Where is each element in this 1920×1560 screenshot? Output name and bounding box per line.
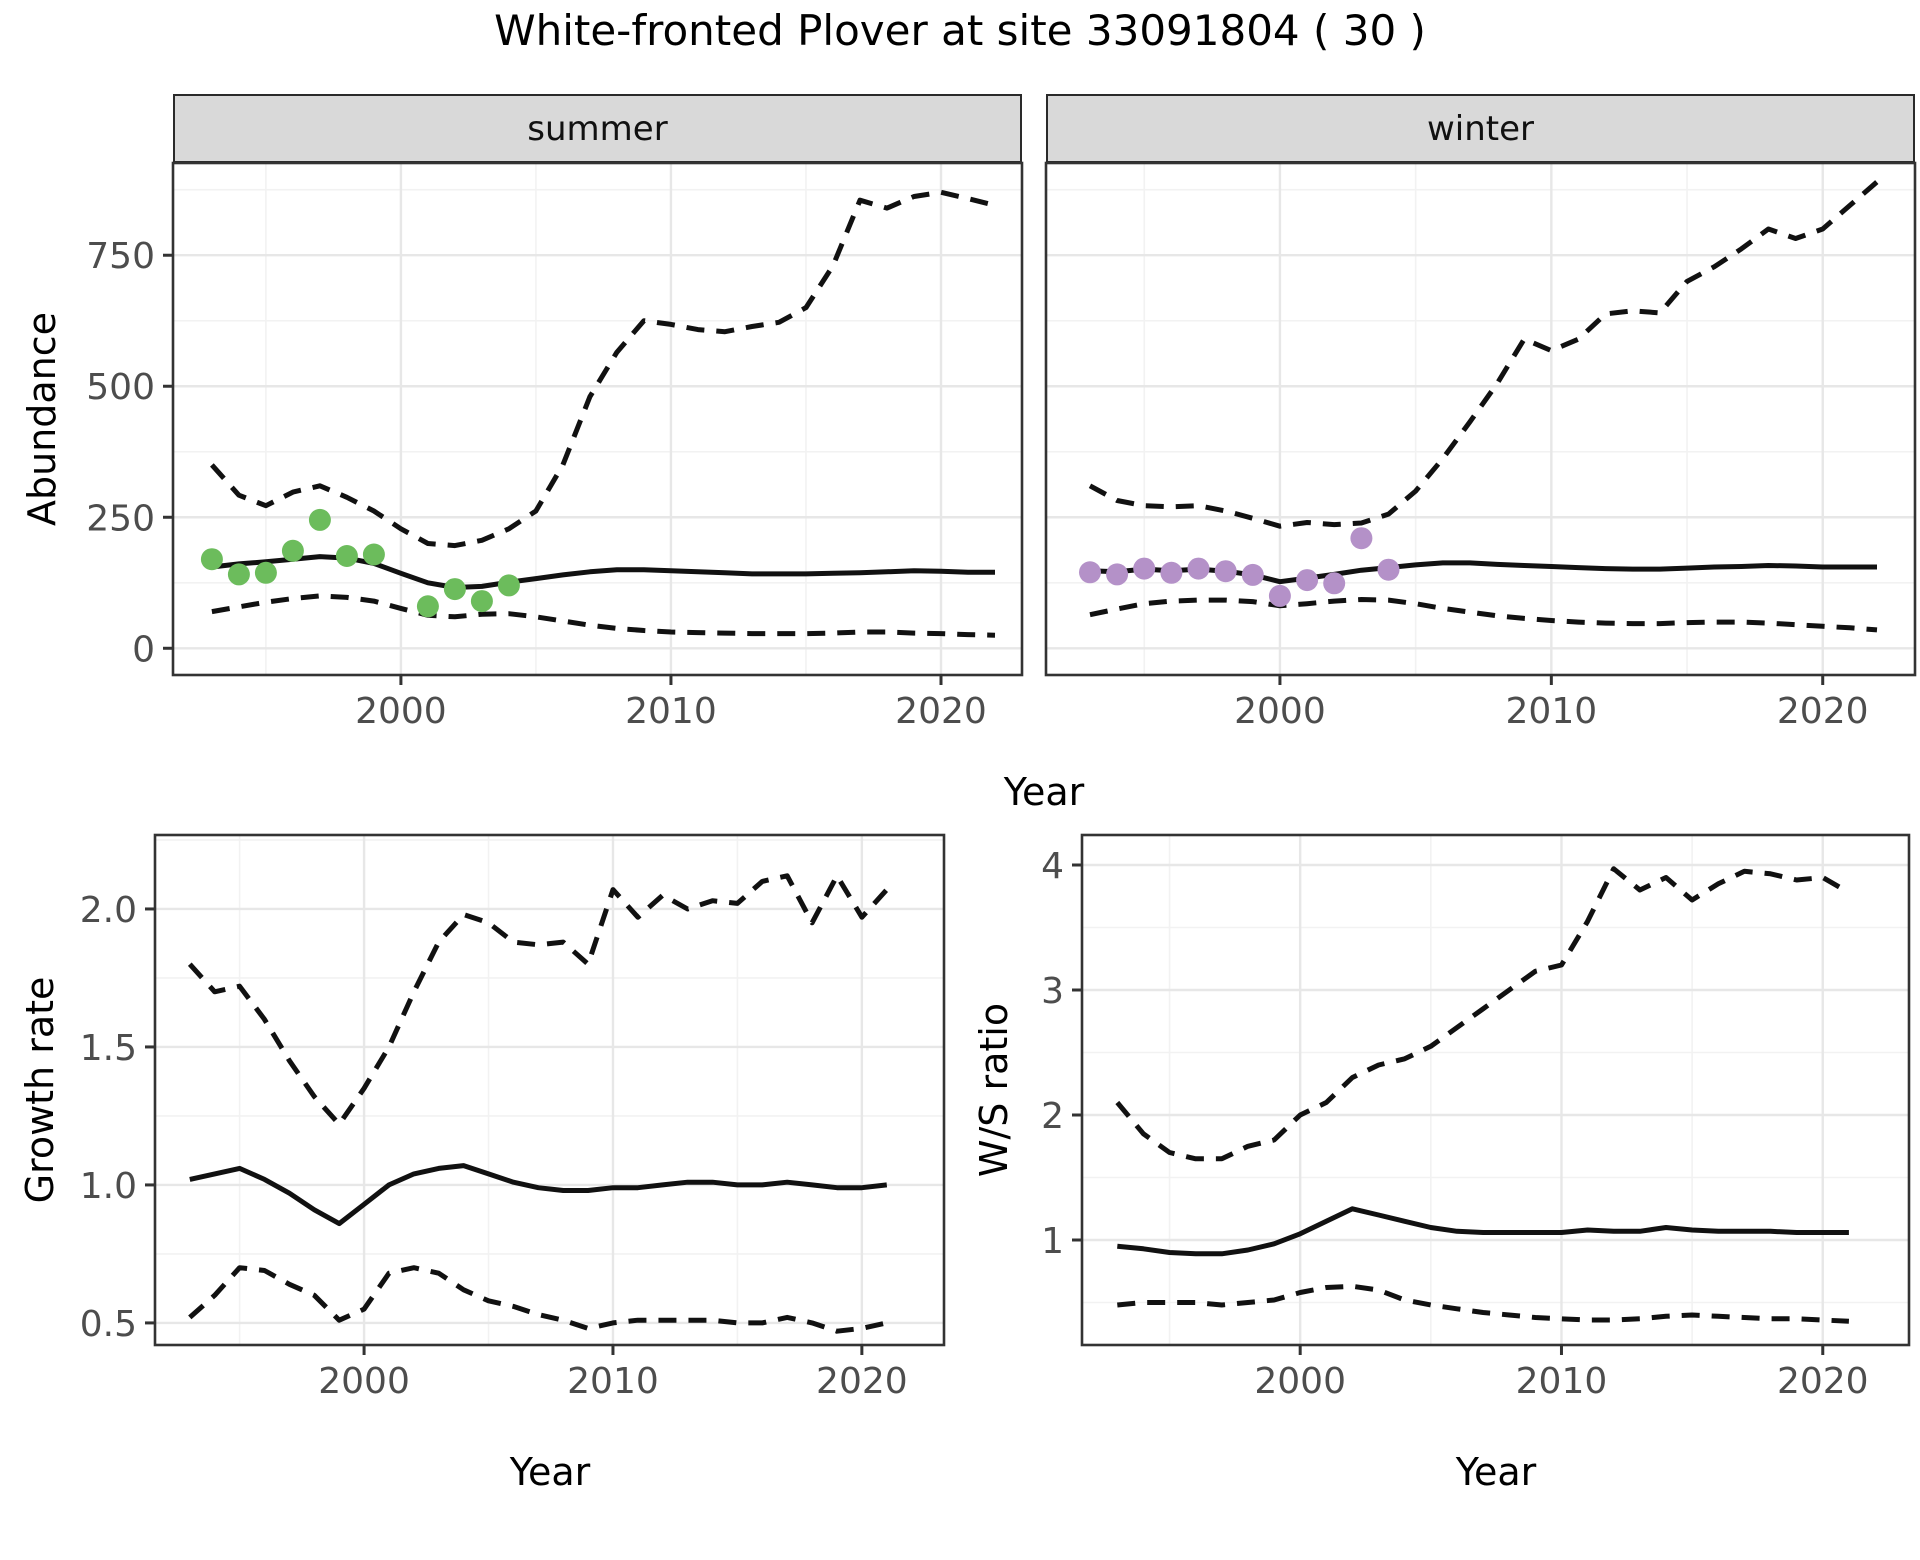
x-tick-label: 2020 bbox=[895, 691, 987, 732]
y-tick-label: 250 bbox=[86, 498, 155, 539]
series-upper-ci-line bbox=[210, 189, 996, 549]
x-tick-label: 2010 bbox=[1516, 1361, 1608, 1402]
observed-point bbox=[1106, 563, 1129, 586]
panel-background bbox=[1082, 835, 1909, 1345]
observed-point bbox=[1377, 558, 1400, 581]
facet-strip-winter-label: winter bbox=[1426, 108, 1535, 149]
series-upper-ci-line bbox=[187, 873, 889, 1127]
panel-abundance-summer: 2000 2010 2020 0 250 500 750 bbox=[86, 161, 1024, 732]
y-tick-label: 750 bbox=[86, 236, 155, 277]
x-tick-label: 2000 bbox=[1254, 1361, 1346, 1402]
panel-ws-ratio: 2000 2010 2020 1 2 3 4 bbox=[1041, 833, 1911, 1402]
figure-title: White-fronted Plover at site 33091804 ( … bbox=[494, 6, 1426, 55]
facet-strip-summer-label: summer bbox=[527, 108, 668, 149]
y-axis-title-abundance: Abundance bbox=[20, 311, 64, 527]
panel-border bbox=[1044, 161, 1917, 677]
observed-point bbox=[1133, 557, 1156, 580]
x-tick-label: 2020 bbox=[816, 1361, 908, 1402]
x-tick-label: 2020 bbox=[1777, 691, 1869, 732]
y-axis-title-growth-rate: Growth rate bbox=[18, 976, 62, 1204]
observed-point bbox=[1079, 561, 1101, 584]
x-tick-label: 2010 bbox=[1506, 691, 1598, 732]
y-tick-label: 500 bbox=[86, 367, 155, 408]
x-tick-label: 2000 bbox=[318, 1361, 410, 1402]
panel-abundance-winter: 2000 2010 2020 bbox=[1044, 161, 1917, 732]
y-tick-label: 2 bbox=[1041, 1096, 1064, 1137]
observed-point bbox=[443, 578, 466, 601]
y-tick-label: 1.5 bbox=[80, 1028, 137, 1069]
observed-point bbox=[281, 539, 304, 562]
x-tick-label: 2000 bbox=[355, 691, 447, 732]
y-tick-label: 4 bbox=[1041, 846, 1064, 887]
x-axis-title-year-top: Year bbox=[1003, 770, 1085, 814]
series-median-line bbox=[189, 1163, 888, 1227]
panel-background bbox=[173, 163, 1022, 675]
observed-point bbox=[1187, 557, 1210, 580]
panel-border bbox=[153, 833, 946, 1347]
panel-background bbox=[155, 835, 944, 1345]
panel-background bbox=[1046, 163, 1915, 675]
series-lower-ci-line bbox=[1089, 597, 1878, 633]
y-tick-label: 1 bbox=[1041, 1221, 1064, 1262]
y-tick-label: 0.5 bbox=[80, 1304, 137, 1345]
observed-point bbox=[308, 508, 331, 531]
observed-point bbox=[1268, 584, 1291, 607]
x-tick-label: 2020 bbox=[1777, 1361, 1869, 1402]
series-lower-ci-line bbox=[1117, 1283, 1850, 1324]
observed-point bbox=[227, 563, 250, 586]
observed-point bbox=[1350, 527, 1373, 550]
observed-point bbox=[1160, 561, 1183, 584]
facet-strip-summer: summer bbox=[173, 94, 1022, 163]
x-axis-title-year-ws: Year bbox=[1455, 1450, 1537, 1494]
facet-strip-winter: winter bbox=[1046, 94, 1915, 163]
observed-point bbox=[416, 595, 439, 618]
observed-point bbox=[200, 548, 223, 571]
observed-point bbox=[335, 545, 358, 567]
observed-point bbox=[254, 561, 277, 584]
y-tick-label: 1.0 bbox=[80, 1166, 137, 1207]
observed-point bbox=[362, 543, 385, 566]
series-median-line bbox=[1117, 1206, 1849, 1257]
observed-point bbox=[497, 574, 520, 597]
y-axis-title-ws-ratio: W/S ratio bbox=[972, 1002, 1016, 1178]
panel-growth-rate: 2000 2010 2020 0.5 1.0 1.5 2.0 bbox=[80, 833, 946, 1402]
observed-point bbox=[1214, 560, 1237, 583]
observed-point bbox=[1296, 569, 1319, 592]
x-tick-label: 2010 bbox=[567, 1361, 659, 1402]
series-upper-ci-line bbox=[1115, 866, 1851, 1162]
x-tick-label: 2000 bbox=[1234, 691, 1326, 732]
panel-border bbox=[1080, 833, 1911, 1347]
panel-border bbox=[171, 161, 1024, 677]
x-axis-title-year-growth: Year bbox=[509, 1450, 591, 1494]
series-upper-ci-line bbox=[1088, 180, 1879, 529]
y-tick-label: 3 bbox=[1041, 971, 1064, 1012]
series-lower-ci-line bbox=[211, 593, 996, 638]
observed-point bbox=[1323, 572, 1346, 595]
y-tick-label: 0 bbox=[132, 629, 155, 670]
observed-point bbox=[470, 590, 493, 613]
observed-point bbox=[1241, 563, 1264, 586]
y-tick-label: 2.0 bbox=[80, 890, 137, 931]
x-tick-label: 2010 bbox=[625, 691, 717, 732]
